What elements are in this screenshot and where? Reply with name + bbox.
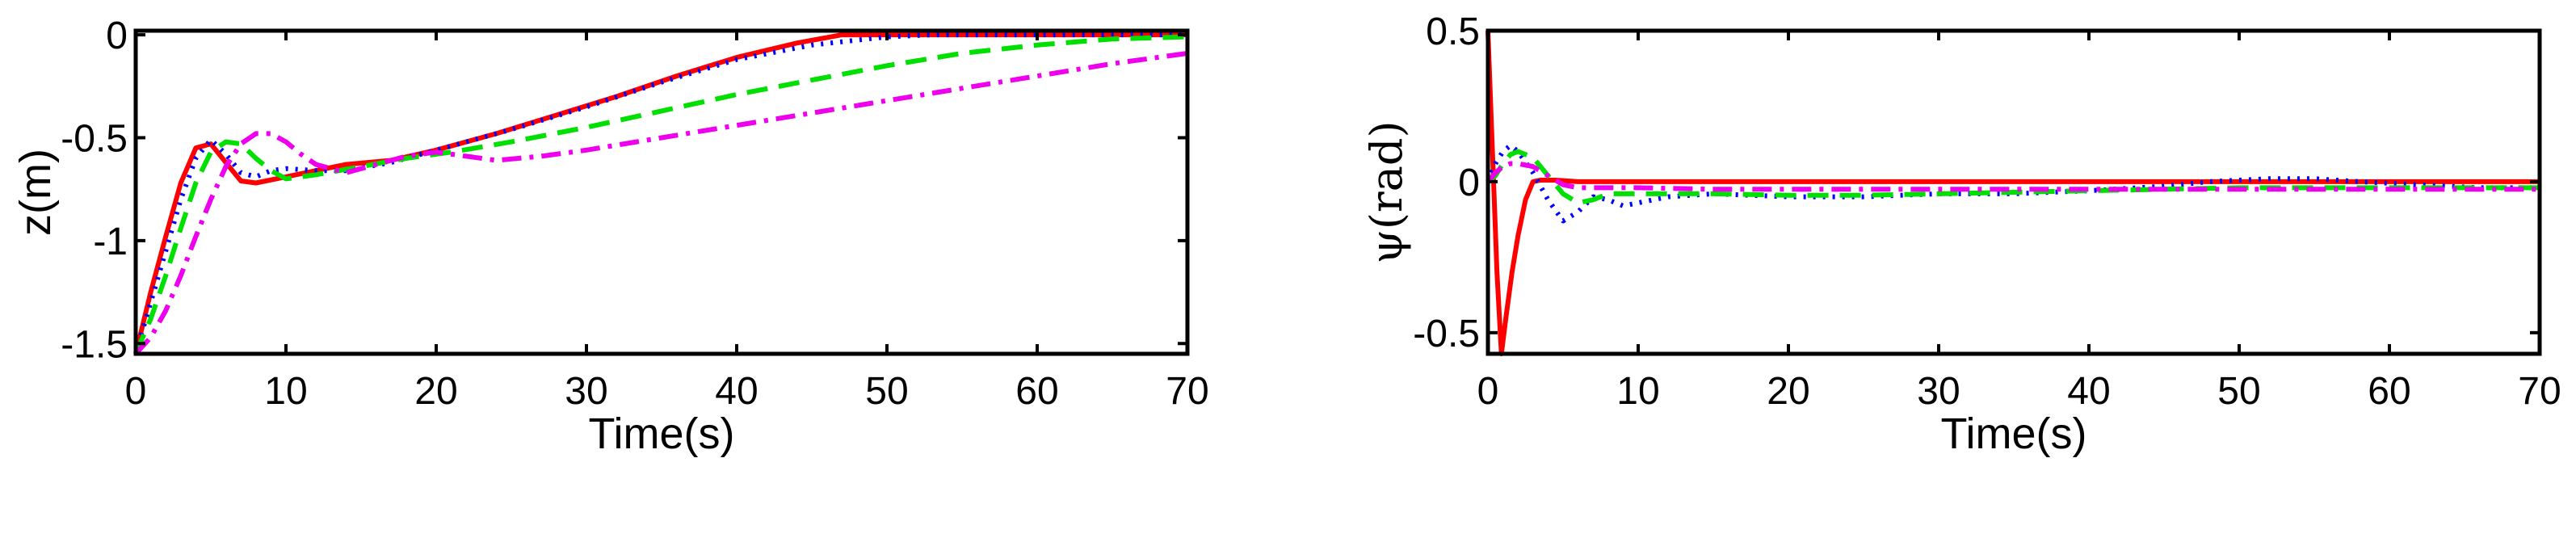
z-x-tick-label: 0 — [125, 370, 147, 413]
psi-x-tick-label: 70 — [2518, 370, 2561, 413]
psi-y-tick-label: -0.5 — [1413, 313, 1480, 355]
psi-plot-frame — [1486, 28, 2542, 356]
z-plot-frame — [133, 28, 1190, 356]
psi-x-axis-label: Time(s) — [1941, 410, 2087, 458]
z-y-axis-label: z(m) — [11, 149, 60, 236]
z-x-ticks: 0 10 20 30 40 50 60 70 — [125, 31, 1209, 413]
psi-series-dashed-green — [1486, 149, 2540, 206]
z-y-tick-label: -0.5 — [61, 117, 128, 160]
z-x-tick-label: 50 — [865, 370, 908, 413]
psi-y-tick-label: 0 — [1458, 162, 1480, 204]
psi-x-ticks: 0 10 20 30 40 50 60 70 — [1477, 31, 2561, 413]
psi-x-tick-label: 20 — [1767, 370, 1809, 413]
z-x-tick-label: 60 — [1015, 370, 1058, 413]
z-series-dotted-blue — [133, 32, 1187, 355]
z-x-tick-label: 20 — [414, 370, 457, 413]
psi-x-tick-label: 0 — [1477, 370, 1499, 413]
z-x-axis-label: Time(s) — [589, 410, 735, 458]
z-series-layer — [133, 32, 1188, 356]
z-x-tick-label: 40 — [715, 370, 758, 413]
psi-x-tick-label: 50 — [2217, 370, 2260, 413]
chart-z-position: 0 10 20 30 40 50 60 70 0 -0.5 -1 -1.5 Time(s) z(m) — [11, 15, 1209, 458]
psi-x-tick-label: 10 — [1616, 370, 1659, 413]
z-x-tick-label: 10 — [264, 370, 307, 413]
z-x-tick-label: 70 — [1166, 370, 1208, 413]
psi-series-dashdot-magenta — [1486, 161, 2540, 192]
z-x-tick-label: 30 — [565, 370, 607, 413]
z-series-dashed-green — [133, 34, 1188, 355]
psi-y-ticks: 0.5 0 -0.5 — [1413, 11, 2540, 355]
z-y-ticks: 0 -0.5 -1 -1.5 — [61, 15, 1187, 366]
psi-y-tick-label: 0.5 — [1426, 11, 1480, 53]
psi-x-tick-label: 30 — [1917, 370, 1960, 413]
z-y-tick-label: -1.5 — [61, 323, 128, 366]
chart-yaw-angle: 0 10 20 30 40 50 60 70 0.5 0 -0.5 Time(s) ψ(rad) — [1361, 11, 2561, 458]
psi-series-layer — [1486, 30, 2540, 356]
z-series-dashdot-magenta — [133, 51, 1188, 356]
z-y-tick-label: -1 — [93, 221, 128, 263]
psi-x-tick-label: 60 — [2368, 370, 2410, 413]
psi-y-axis-label: ψ(rad) — [1361, 120, 1412, 263]
psi-x-tick-label: 40 — [2067, 370, 2110, 413]
z-y-tick-label: 0 — [106, 15, 128, 57]
